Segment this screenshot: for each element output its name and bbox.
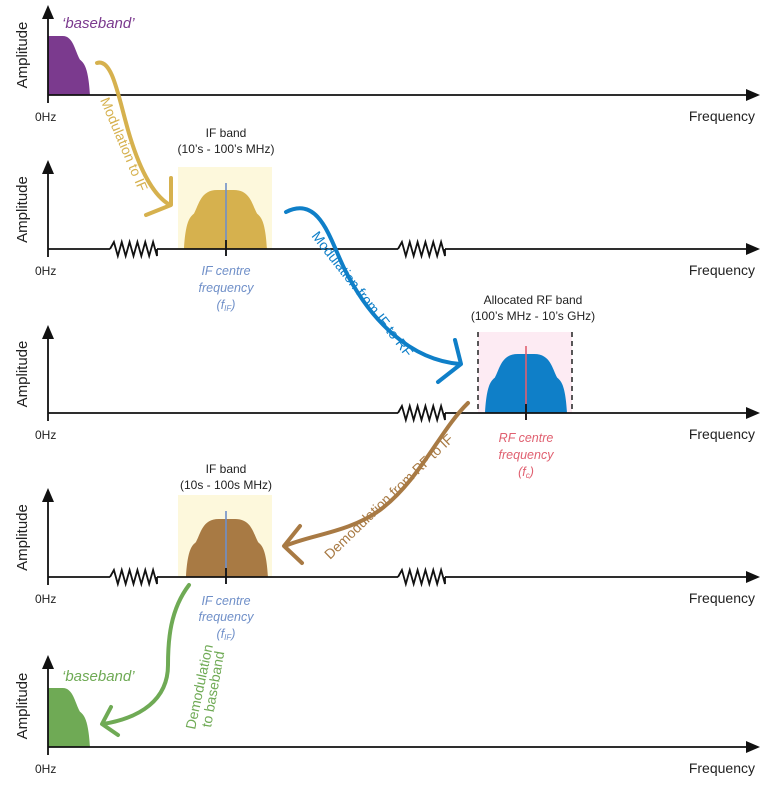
- if-band-range: (10’s - 100’s MHz): [178, 142, 275, 156]
- y-axis-arrowhead-icon: [42, 488, 54, 502]
- frequency-axis-label: Frequency: [689, 426, 755, 442]
- y-axis-arrowhead-icon: [42, 655, 54, 669]
- origin-label: 0Hz: [35, 110, 56, 124]
- y-axis-arrowhead-icon: [42, 325, 54, 339]
- modulation-to-rf-arrow: [284, 206, 462, 366]
- amplitude-axis-label: Amplitude: [14, 673, 31, 740]
- if-centre-label-2-2: frequency: [199, 610, 255, 624]
- y-axis-arrowhead-icon: [42, 5, 54, 19]
- rf-centre-symbol-close: ): [528, 465, 534, 479]
- x-axis-arrowhead-icon: [746, 89, 760, 101]
- if-centre-label-2: frequency: [199, 281, 255, 295]
- frequency-axis-label: Frequency: [689, 760, 755, 776]
- if-centre-symbol-2-subscript: IF: [224, 633, 232, 642]
- axis-break-zigzag-icon: [109, 566, 158, 588]
- if-band-title-2: IF band: [206, 462, 247, 476]
- modulation-to-rf-label: Modulation from IF to RF: [309, 228, 417, 360]
- if-centre-label-1: IF centre: [201, 264, 250, 278]
- demodulation-to-if-arrow: [283, 401, 470, 548]
- demodulation-to-if-label: Demodulation from RF to IF: [321, 431, 456, 563]
- rf-centre-label-2: frequency: [499, 448, 555, 462]
- origin-label: 0Hz: [35, 592, 56, 606]
- axis-break-zigzag-icon: [109, 238, 158, 260]
- x-axis-arrowhead-icon: [746, 741, 760, 753]
- if-band-range-2: (10s - 100s MHz): [180, 478, 272, 492]
- baseband-label: ‘baseband’: [62, 15, 135, 32]
- demodulation-to-baseband-arrowhead-icon: [100, 705, 120, 737]
- axis-break-zigzag-icon: [397, 238, 446, 260]
- modulation-to-if-arrowhead-icon: [144, 176, 173, 217]
- axis-break-zigzag-icon: [397, 402, 446, 424]
- origin-label: 0Hz: [35, 264, 56, 278]
- if-centre-label-2-1: IF centre: [201, 594, 250, 608]
- baseband-spectrum-green: [48, 688, 90, 747]
- baseband-label-2: ‘baseband’: [62, 668, 135, 685]
- rf-centre-symbol-open: (f: [518, 465, 527, 479]
- arrows-group: [95, 60, 470, 737]
- amplitude-axis-label: Amplitude: [14, 341, 31, 408]
- baseband-spectrum-purple: [48, 36, 90, 95]
- frequency-axis-label: Frequency: [689, 108, 755, 124]
- x-axis-arrowhead-icon: [746, 571, 760, 583]
- y-axis-arrowhead-icon: [42, 160, 54, 174]
- amplitude-axis-label: Amplitude: [14, 22, 31, 89]
- frequency-axis-label: Frequency: [689, 262, 755, 278]
- demodulation-to-if-arrowhead-icon: [282, 524, 304, 565]
- amplitude-axis-label: Amplitude: [14, 176, 31, 243]
- rf-band-title: Allocated RF band: [484, 293, 583, 307]
- x-axis-arrowhead-icon: [746, 243, 760, 255]
- if-centre-symbol-2-close: ): [229, 627, 235, 641]
- if-centre-symbol-subscript: IF: [224, 304, 232, 313]
- origin-label: 0Hz: [35, 428, 56, 442]
- if-band-title: IF band: [206, 126, 247, 140]
- rf-centre-symbol-subscript: c: [526, 471, 530, 480]
- rf-band-range: (100’s MHz - 10’s GHz): [471, 309, 595, 323]
- frequency-axis-label: Frequency: [689, 590, 755, 606]
- amplitude-axis-label: Amplitude: [14, 504, 31, 571]
- x-axis-arrowhead-icon: [746, 407, 760, 419]
- axis-break-zigzag-icon: [397, 566, 446, 588]
- modulation-to-rf-arrowhead-icon: [436, 338, 463, 384]
- modulation-to-if-arrow: [95, 60, 172, 207]
- demodulation-to-baseband-arrow: [101, 583, 191, 726]
- if-centre-symbol-2: (fIF): [217, 627, 236, 642]
- rf-centre-label-1: RF centre: [499, 431, 554, 445]
- rf-centre-symbol: (fc): [518, 465, 534, 480]
- if-centre-symbol-close: ): [229, 298, 235, 312]
- origin-label: 0Hz: [35, 762, 56, 776]
- if-spectrum-brown: [186, 519, 268, 577]
- if-centre-symbol-2-open: (f: [217, 627, 226, 641]
- if-centre-symbol: (fIF): [217, 298, 236, 313]
- if-centre-symbol-open: (f: [217, 298, 226, 312]
- axes-group: 0Hz Frequency Amplitude 0Hz Frequency Amplitu…: [14, 5, 760, 776]
